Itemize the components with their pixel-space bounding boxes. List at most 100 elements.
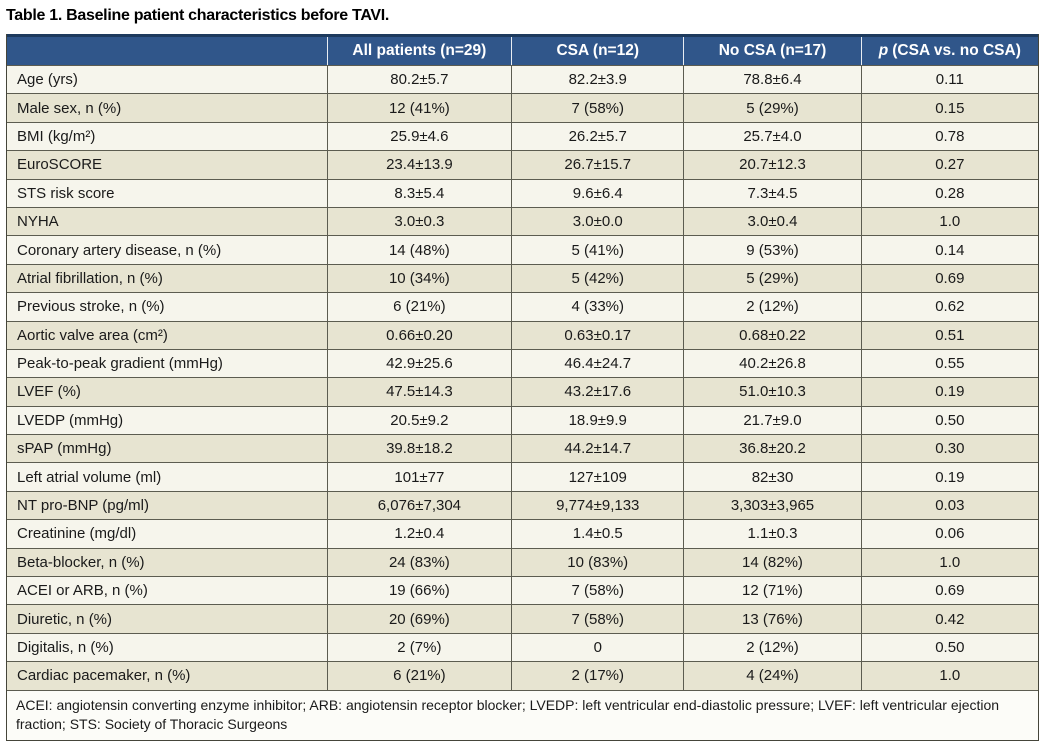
cell-all-patients: 14 (48%): [326, 236, 512, 264]
cell-p-value: 0.15: [860, 94, 1038, 122]
table-row: Peak-to-peak gradient (mmHg) 42.9±25.6 4…: [7, 348, 1038, 378]
cell-p-value: 0.06: [860, 520, 1038, 548]
cell-p-value: 0.14: [860, 236, 1038, 264]
table-row: Coronary artery disease, n (%) 14 (48%) …: [7, 235, 1038, 264]
cell-no-csa: 9 (53%): [683, 236, 860, 264]
cell-no-csa: 12 (71%): [683, 577, 860, 605]
table-row: Age (yrs) 80.2±5.7 82.2±3.9 78.8±6.4 0.1…: [7, 65, 1038, 94]
cell-csa: 9.6±6.4: [511, 179, 683, 207]
cell-no-csa: 3,303±3,965: [683, 491, 860, 520]
row-label: Diuretic, n (%): [17, 610, 113, 628]
table-row: Cardiac pacemaker, n (%) 6 (21%) 2 (17%)…: [7, 661, 1038, 690]
cell-csa: 44.2±14.7: [511, 435, 683, 463]
cell-p-value: 1.0: [860, 662, 1038, 690]
row-label: STS risk score: [17, 184, 115, 202]
cell-no-csa: 2 (12%): [683, 293, 860, 321]
cell-csa: 9,774±9,133: [511, 491, 683, 520]
row-label: EuroSCORE: [17, 156, 103, 174]
cell-csa: 46.4±24.7: [511, 349, 683, 378]
cell-p-value: 0.27: [860, 151, 1038, 179]
cell-csa: 18.9±9.9: [511, 406, 683, 435]
cell-p-value: 1.0: [860, 207, 1038, 236]
cell-all-patients: 25.9±4.6: [326, 122, 512, 151]
cell-all-patients: 6 (21%): [326, 293, 512, 321]
cell-p-value: 0.30: [860, 435, 1038, 463]
table-body: Age (yrs) 80.2±5.7 82.2±3.9 78.8±6.4 0.1…: [7, 65, 1038, 690]
cell-csa: 7 (58%): [511, 94, 683, 122]
row-label: Digitalis, n (%): [17, 639, 114, 656]
cell-all-patients: 80.2±5.7: [326, 66, 512, 94]
table-header-row: All patients (n=29) CSA (n=12) No CSA (n…: [7, 34, 1038, 65]
cell-no-csa: 3.0±0.4: [683, 207, 860, 236]
cell-all-patients: 8.3±5.4: [326, 179, 512, 207]
cell-csa: 0: [511, 633, 683, 662]
cell-csa: 43.2±17.6: [511, 378, 683, 406]
cell-p-value: 1.0: [860, 548, 1038, 577]
cell-all-patients: 39.8±18.2: [326, 435, 512, 463]
row-label: LVEDP (mmHg): [17, 411, 124, 429]
table-footnote: ACEI: angiotensin converting enzyme inhi…: [7, 689, 1038, 740]
p-symbol: p: [878, 42, 889, 59]
cell-no-csa: 51.0±10.3: [683, 378, 860, 406]
cell-no-csa: 82±30: [683, 463, 860, 491]
cell-no-csa: 5 (29%): [683, 264, 860, 293]
table-row: STS risk score 8.3±5.4 9.6±6.4 7.3±4.5 0…: [7, 178, 1038, 207]
cell-no-csa: 1.1±0.3: [683, 520, 860, 548]
row-label: Beta-blocker, n (%): [17, 553, 145, 571]
cell-csa: 4 (33%): [511, 293, 683, 321]
cell-p-value: 0.11: [860, 66, 1038, 94]
cell-all-patients: 19 (66%): [326, 577, 512, 605]
table-row: Beta-blocker, n (%) 24 (83%) 10 (83%) 14…: [7, 547, 1038, 577]
table-row: LVEF (%) 47.5±14.3 43.2±17.6 51.0±10.3 0…: [7, 377, 1038, 406]
header-empty-cell: [7, 37, 327, 65]
row-label: Peak-to-peak gradient (mmHg): [17, 355, 223, 373]
row-label: BMI (kg/m²): [17, 127, 96, 145]
cell-csa: 3.0±0.0: [511, 207, 683, 236]
row-label: Cardiac pacemaker, n (%): [17, 667, 191, 685]
cell-csa: 127±109: [511, 463, 683, 491]
cell-csa: 1.4±0.5: [511, 520, 683, 548]
cell-csa: 26.7±15.7: [511, 151, 683, 179]
row-label: Atrial fibrillation, n (%): [17, 269, 163, 287]
p-column-text: (CSA vs. no CSA): [892, 42, 1021, 59]
cell-all-patients: 10 (34%): [326, 264, 512, 293]
cell-p-value: 0.69: [860, 577, 1038, 605]
cell-all-patients: 0.66±0.20: [326, 321, 512, 349]
cell-all-patients: 6 (21%): [326, 662, 512, 690]
table-row: NYHA 3.0±0.3 3.0±0.0 3.0±0.4 1.0: [7, 206, 1038, 236]
cell-no-csa: 78.8±6.4: [683, 66, 860, 94]
table-row: Male sex, n (%) 12 (41%) 7 (58%) 5 (29%)…: [7, 93, 1038, 122]
cell-no-csa: 13 (76%): [683, 605, 860, 633]
cell-all-patients: 1.2±0.4: [326, 520, 512, 548]
row-label: ACEI or ARB, n (%): [17, 582, 148, 600]
table-row: ACEI or ARB, n (%) 19 (66%) 7 (58%) 12 (…: [7, 576, 1038, 605]
cell-no-csa: 20.7±12.3: [683, 151, 860, 179]
cell-p-value: 0.78: [860, 122, 1038, 151]
row-label: LVEF (%): [17, 383, 81, 401]
cell-all-patients: 3.0±0.3: [326, 207, 512, 236]
cell-p-value: 0.19: [860, 378, 1038, 406]
row-label: Creatinine (mg/dl): [17, 525, 137, 543]
header-no-csa: No CSA (n=17): [683, 37, 860, 65]
header-p-value: p (CSA vs. no CSA): [860, 37, 1038, 65]
row-label: Previous stroke, n (%): [17, 298, 165, 316]
cell-csa: 10 (83%): [511, 548, 683, 577]
row-label: Left atrial volume (ml): [17, 468, 162, 486]
cell-no-csa: 36.8±20.2: [683, 435, 860, 463]
cell-all-patients: 23.4±13.9: [326, 151, 512, 179]
row-label: NYHA: [17, 213, 59, 231]
cell-all-patients: 47.5±14.3: [326, 378, 512, 406]
cell-p-value: 0.50: [860, 406, 1038, 435]
cell-all-patients: 20.5±9.2: [326, 406, 512, 435]
cell-no-csa: 0.68±0.22: [683, 321, 860, 349]
cell-no-csa: 40.2±26.8: [683, 349, 860, 378]
cell-no-csa: 2 (12%): [683, 633, 860, 662]
cell-no-csa: 14 (82%): [683, 548, 860, 577]
table-row: Creatinine (mg/dl) 1.2±0.4 1.4±0.5 1.1±0…: [7, 519, 1038, 548]
cell-p-value: 0.28: [860, 179, 1038, 207]
cell-p-value: 0.50: [860, 633, 1038, 662]
cell-no-csa: 4 (24%): [683, 662, 860, 690]
cell-no-csa: 25.7±4.0: [683, 122, 860, 151]
cell-csa: 82.2±3.9: [511, 66, 683, 94]
